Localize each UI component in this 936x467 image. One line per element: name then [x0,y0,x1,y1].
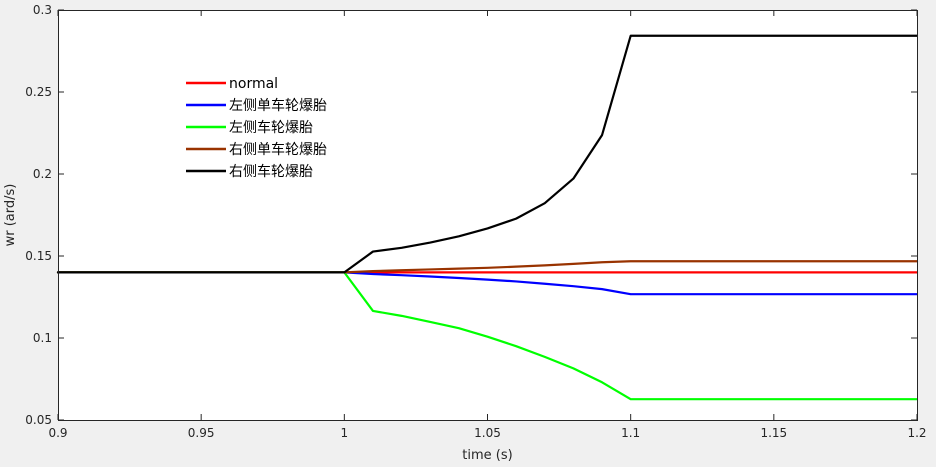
legend-label: 右侧车轮爆胎 [229,163,313,180]
y-tick-label: 0.25 [25,85,52,99]
y-tick-label: 0.05 [25,413,52,427]
y-axis: 0.05 0.1 0.15 0.2 0.25 0.3 [25,3,917,427]
x-tick-label: 1.05 [474,426,501,440]
legend-label: 左侧单车轮爆胎 [229,97,327,114]
y-tick-label: 0.2 [33,167,52,181]
y-tick-label: 0.1 [33,331,52,345]
y-tick-label: 0.15 [25,249,52,263]
x-tick-label: 1 [341,426,349,440]
series-layer [56,34,919,401]
legend-label: 右侧单车轮爆胎 [229,141,327,158]
series-line-3 [56,271,919,401]
x-axis: 0.9 0.95 1 1.05 1.1 1.15 1.2 [48,10,927,440]
series-line-2 [56,271,919,296]
y-tick-label: 0.3 [33,3,52,17]
series-line-5 [56,34,919,274]
x-axis-label: time (s) [462,448,512,463]
series-line-4 [56,260,919,274]
x-tick-label: 1.15 [760,426,787,440]
x-tick-label: 1.2 [907,426,926,440]
plot-area [58,10,917,420]
x-tick-label: 1.1 [621,426,640,440]
x-tick-label: 0.95 [188,426,215,440]
x-tick-label: 0.9 [48,426,67,440]
legend-label: normal [229,76,278,92]
y-axis-label: wr (ard/s) [3,184,18,247]
legend-label: 左侧车轮爆胎 [229,119,313,136]
